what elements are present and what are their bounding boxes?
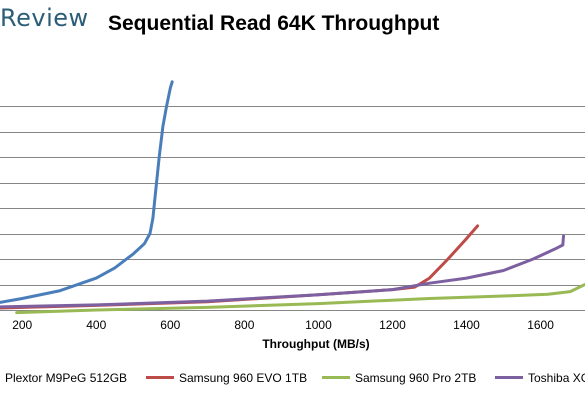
x-tick-label-1400: 1400 xyxy=(453,318,480,332)
legend-item: Samsung 960 EVO 1TB xyxy=(146,370,307,385)
x-tick-label-800: 800 xyxy=(234,318,254,332)
x-tick-label-1200: 1200 xyxy=(379,318,406,332)
x-tick-label-400: 400 xyxy=(86,318,106,332)
legend-swatch xyxy=(495,376,523,380)
series-line-plextor-m9peg-512gb xyxy=(0,80,174,304)
series-line-samsung-960-pro-2tb xyxy=(15,283,585,315)
x-tick-label-1600: 1600 xyxy=(527,318,554,332)
legend-label: Samsung 960 EVO 1TB xyxy=(179,370,308,385)
brand-logo-text: Review xyxy=(0,4,89,32)
chart-title: Sequential Read 64K Throughput xyxy=(108,12,440,35)
legend-item: Toshiba XG xyxy=(495,370,585,385)
x-axis-title: Throughput (MB/s) xyxy=(262,337,369,351)
legend-item: Plextor M9PeG 512GB xyxy=(0,370,127,385)
legend-label: Samsung 960 Pro 2TB xyxy=(355,370,477,385)
legend-label: Plextor M9PeG 512GB xyxy=(5,370,128,385)
legend-item: Samsung 960 Pro 2TB xyxy=(322,370,476,385)
legend-swatch xyxy=(146,376,174,380)
legend-swatch xyxy=(322,376,350,380)
legend-label: Toshiba XG xyxy=(528,370,585,385)
series-line-toshiba-xg xyxy=(0,234,565,309)
chart-legend: Plextor M9PeG 512GB Samsung 960 EVO 1TB Sa… xyxy=(0,370,585,390)
x-tick-label-200: 200 xyxy=(12,318,32,332)
x-tick-label-1000: 1000 xyxy=(305,318,332,332)
x-tick-label-600: 600 xyxy=(160,318,180,332)
series-line-samsung-960-evo-1tb xyxy=(0,224,480,310)
